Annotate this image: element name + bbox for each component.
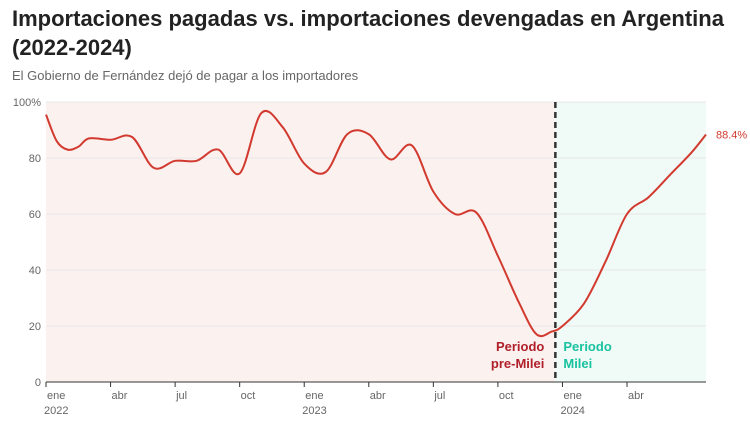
y-tick-label-40: 40 [29, 265, 41, 277]
y-axis-ticks: 0 20 40 60 80 100% [13, 97, 41, 389]
x-tick-label-27: abr [628, 390, 644, 402]
x-tick-year-12: 2023 [302, 405, 326, 417]
end-value-label: 88.4% [716, 129, 747, 141]
x-tick-label-9: oct [241, 390, 256, 402]
x-tick-label-18: jul [433, 390, 445, 402]
milei-label-line2: Milei [563, 356, 592, 371]
x-axis-ticks: ene 2022 abr jul oct ene 2023 abr jul oct ene 2024 a… [44, 382, 644, 417]
x-tick-year-24: 2024 [560, 405, 584, 417]
x-tick-label-6: jul [175, 390, 187, 402]
x-tick-label-0: ene [47, 390, 65, 402]
y-tick-label-60: 60 [29, 209, 41, 221]
pre-milei-label-line2: pre-Milei [491, 356, 544, 371]
y-tick-label-0: 0 [35, 377, 41, 389]
milei-background [555, 102, 706, 382]
milei-label-line1: Periodo [563, 339, 611, 354]
y-tick-label-80: 80 [29, 153, 41, 165]
x-tick-label-15: abr [370, 390, 386, 402]
x-tick-label-12: ene [305, 390, 323, 402]
chart-title: Importaciones pagadas vs. importaciones … [12, 6, 724, 60]
x-tick-label-24: ene [563, 390, 581, 402]
y-tick-label-100: 100% [13, 97, 41, 109]
x-tick-year-0: 2022 [44, 405, 68, 417]
chart-subtitle: El Gobierno de Fernández dejó de pagar a… [12, 68, 359, 83]
pre-milei-label-line1: Periodo [496, 339, 544, 354]
gridlines [46, 101, 706, 327]
x-tick-label-3: abr [112, 390, 128, 402]
series-line [45, 109, 707, 338]
x-tick-label-21: oct [499, 390, 514, 402]
y-tick-label-20: 20 [29, 321, 41, 333]
pre-milei-background [46, 102, 556, 382]
